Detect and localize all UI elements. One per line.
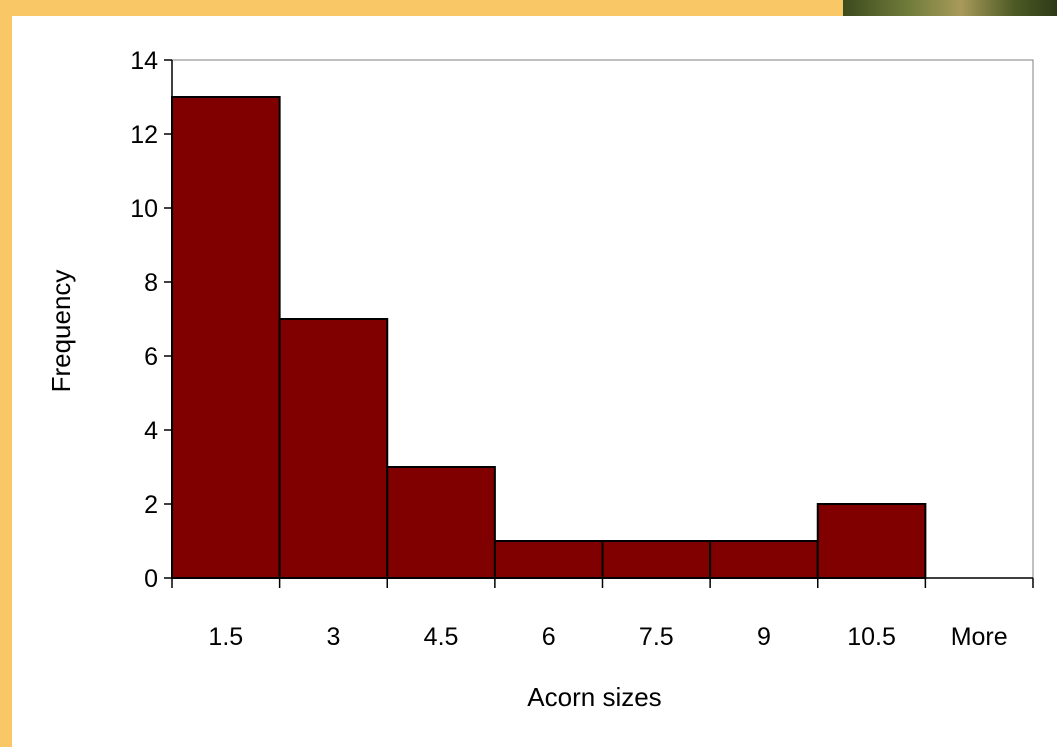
y-tick-label: 0 xyxy=(144,565,158,593)
chart-panel: 0 2 4 6 8 10 12 14 1.5 3 4.5 6 7.5 9 10.5 More Acorn si… xyxy=(12,16,1057,747)
x-tick-label: 10.5 xyxy=(847,623,896,651)
x-axis-title: Acorn sizes xyxy=(527,682,661,712)
y-tick-label: 2 xyxy=(144,491,158,519)
x-tick-label: 1.5 xyxy=(208,623,243,651)
x-tick-label: 7.5 xyxy=(639,623,674,651)
y-tick-label: 12 xyxy=(130,121,158,149)
bars-layer xyxy=(171,96,927,579)
bar xyxy=(601,540,712,579)
corner-photo xyxy=(843,0,1057,16)
histogram-chart: 0 2 4 6 8 10 12 14 1.5 3 4.5 6 7.5 9 10.5 More Acorn si… xyxy=(46,47,1034,712)
bar xyxy=(816,503,927,579)
bar xyxy=(278,318,389,579)
y-tick-label: 4 xyxy=(144,417,158,445)
bar xyxy=(386,466,496,579)
x-tick-label: 3 xyxy=(326,623,340,651)
bar xyxy=(493,540,604,579)
plot-border xyxy=(172,59,1034,578)
x-tick-label: 4.5 xyxy=(424,623,459,651)
y-axis-title: Frequency xyxy=(46,270,76,393)
x-tick-label: 6 xyxy=(542,623,556,651)
x-tick-label: 9 xyxy=(757,623,771,651)
y-tick-label: 6 xyxy=(144,343,158,371)
labels-layer: 0 2 4 6 8 10 12 14 1.5 3 4.5 6 7.5 9 10.5 More xyxy=(130,47,1007,651)
axes-layer xyxy=(164,59,1034,588)
y-tick-label: 8 xyxy=(144,269,158,297)
bar xyxy=(171,96,281,579)
bar xyxy=(709,540,819,579)
x-tick-label: More xyxy=(951,623,1008,651)
y-tick-label: 10 xyxy=(130,195,158,223)
y-tick-label: 14 xyxy=(130,47,158,75)
